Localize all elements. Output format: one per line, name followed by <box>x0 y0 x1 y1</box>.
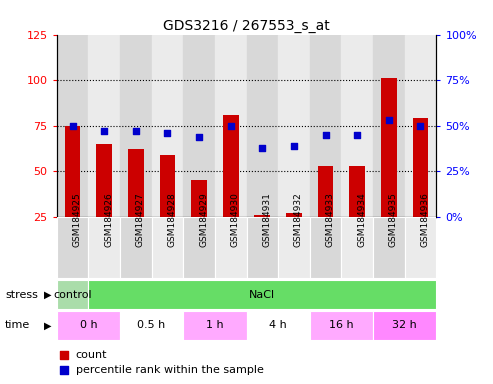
Point <box>195 134 203 140</box>
Text: NaCl: NaCl <box>249 290 276 300</box>
Text: GSM184934: GSM184934 <box>357 193 366 247</box>
Bar <box>310 35 341 217</box>
Text: GSM184930: GSM184930 <box>231 193 240 247</box>
Text: control: control <box>53 290 92 300</box>
Bar <box>246 217 278 278</box>
Text: GSM184933: GSM184933 <box>325 193 335 247</box>
Text: GSM184926: GSM184926 <box>104 193 113 247</box>
Bar <box>215 217 246 278</box>
Bar <box>278 217 310 278</box>
Bar <box>152 217 183 278</box>
Bar <box>120 311 183 340</box>
Bar <box>246 35 278 217</box>
Bar <box>341 217 373 278</box>
Text: 0.5 h: 0.5 h <box>138 320 166 331</box>
Bar <box>310 311 373 340</box>
Text: stress: stress <box>5 290 38 300</box>
Bar <box>373 35 405 217</box>
Text: GSM184936: GSM184936 <box>421 193 429 247</box>
Bar <box>373 311 436 340</box>
Bar <box>405 35 436 217</box>
Bar <box>381 78 397 217</box>
Bar <box>350 166 365 217</box>
Bar <box>57 311 120 340</box>
Text: time: time <box>5 320 30 331</box>
Text: 32 h: 32 h <box>392 320 417 331</box>
Bar <box>88 217 120 278</box>
Bar <box>57 217 88 278</box>
Point <box>353 132 361 138</box>
Text: GSM184932: GSM184932 <box>294 193 303 247</box>
Point <box>227 123 235 129</box>
Point <box>60 352 68 358</box>
Text: GDS3216 / 267553_s_at: GDS3216 / 267553_s_at <box>163 19 330 33</box>
Point <box>290 143 298 149</box>
Point <box>100 128 108 134</box>
Bar <box>317 166 333 217</box>
Bar <box>57 280 88 309</box>
Text: 1 h: 1 h <box>206 320 224 331</box>
Bar <box>341 35 373 217</box>
Bar <box>183 35 215 217</box>
Point <box>69 123 76 129</box>
Point <box>385 117 393 123</box>
Text: 0 h: 0 h <box>79 320 97 331</box>
Bar <box>88 35 120 217</box>
Bar <box>57 35 88 217</box>
Text: GSM184931: GSM184931 <box>262 193 271 247</box>
Text: GSM184929: GSM184929 <box>199 193 208 247</box>
Text: GSM184928: GSM184928 <box>168 193 176 247</box>
Bar <box>286 214 302 217</box>
Point <box>321 132 329 138</box>
Point <box>132 128 140 134</box>
Bar <box>120 35 152 217</box>
Bar <box>128 149 143 217</box>
Point <box>164 130 172 136</box>
Bar <box>120 217 152 278</box>
Bar <box>278 35 310 217</box>
Text: count: count <box>76 350 107 360</box>
Bar <box>183 311 246 340</box>
Point <box>417 123 424 129</box>
Bar <box>65 126 80 217</box>
Text: 16 h: 16 h <box>329 320 353 331</box>
Bar <box>223 115 239 217</box>
Text: 4 h: 4 h <box>269 320 287 331</box>
Bar <box>373 217 405 278</box>
Point <box>258 145 266 151</box>
Text: GSM184927: GSM184927 <box>136 193 145 247</box>
Text: ▶: ▶ <box>44 320 52 331</box>
Text: percentile rank within the sample: percentile rank within the sample <box>76 366 264 376</box>
Bar <box>246 311 310 340</box>
Point <box>60 367 68 374</box>
Bar <box>405 217 436 278</box>
Bar <box>96 144 112 217</box>
Bar <box>183 217 215 278</box>
Text: GSM184935: GSM184935 <box>389 193 398 247</box>
Bar <box>413 119 428 217</box>
Bar <box>191 180 207 217</box>
Bar <box>310 217 341 278</box>
Bar <box>254 215 270 217</box>
Bar <box>215 35 246 217</box>
Bar <box>152 35 183 217</box>
Text: ▶: ▶ <box>44 290 52 300</box>
Text: GSM184925: GSM184925 <box>72 193 81 247</box>
Bar <box>160 155 176 217</box>
